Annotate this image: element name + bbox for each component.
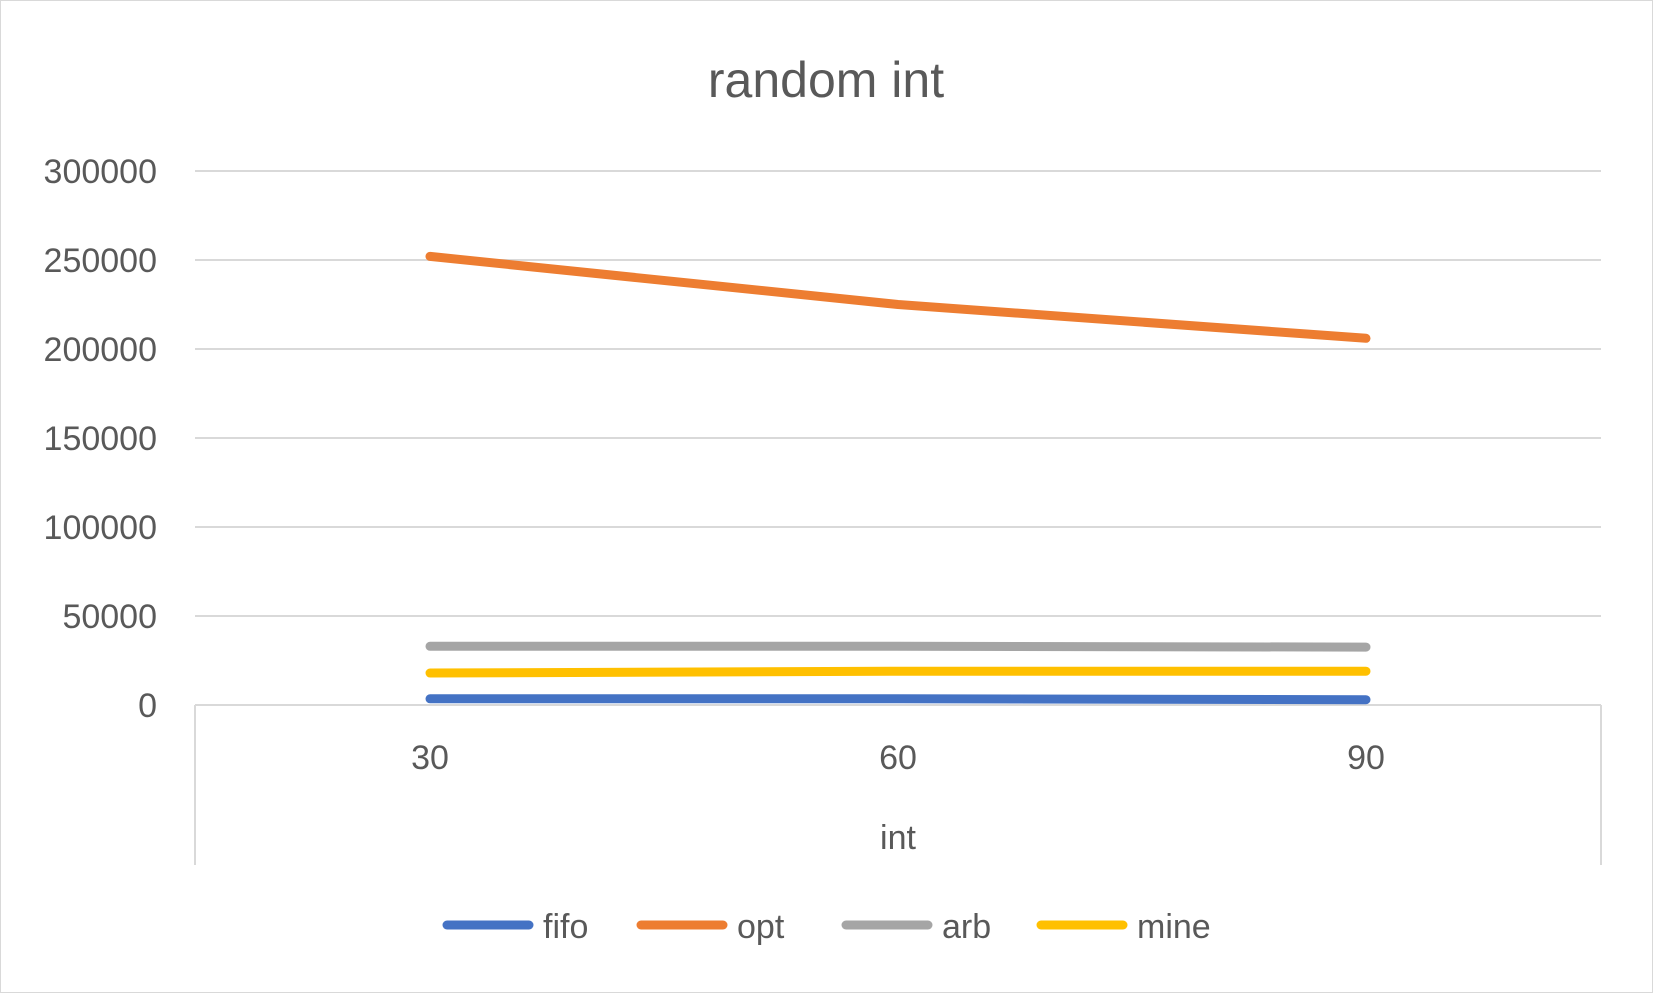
chart-title: random int xyxy=(708,52,944,108)
x-axis-title: int xyxy=(880,819,916,857)
legend-label-mine: mine xyxy=(1137,908,1211,946)
y-tick-label: 100000 xyxy=(44,509,157,547)
y-tick-label: 250000 xyxy=(44,242,157,280)
gridlines: 0 50000 100000 150000 200000 250000 300000 xyxy=(44,153,1601,725)
series-line-opt xyxy=(425,251,1371,343)
y-tick-label: 200000 xyxy=(44,331,157,369)
x-tick-label: 30 xyxy=(411,739,449,777)
y-tick-label: 300000 xyxy=(44,153,157,191)
x-tick-label: 90 xyxy=(1347,739,1385,777)
y-tick-label: 150000 xyxy=(44,420,157,458)
y-tick-label: 50000 xyxy=(62,598,157,636)
legend-label-fifo: fifo xyxy=(543,908,588,946)
x-tick-label: 60 xyxy=(879,739,917,777)
legend-label-opt: opt xyxy=(737,908,785,946)
axes: 30 60 90 xyxy=(194,704,1602,865)
series-lines xyxy=(425,251,1371,705)
series-line-fifo xyxy=(425,694,1371,705)
legend-label-arb: arb xyxy=(942,908,991,946)
series-line-mine xyxy=(425,666,1371,678)
legend: fifo opt arb mine xyxy=(442,908,1211,946)
y-tick-label: 0 xyxy=(138,687,157,725)
series-line-arb xyxy=(425,641,1371,652)
